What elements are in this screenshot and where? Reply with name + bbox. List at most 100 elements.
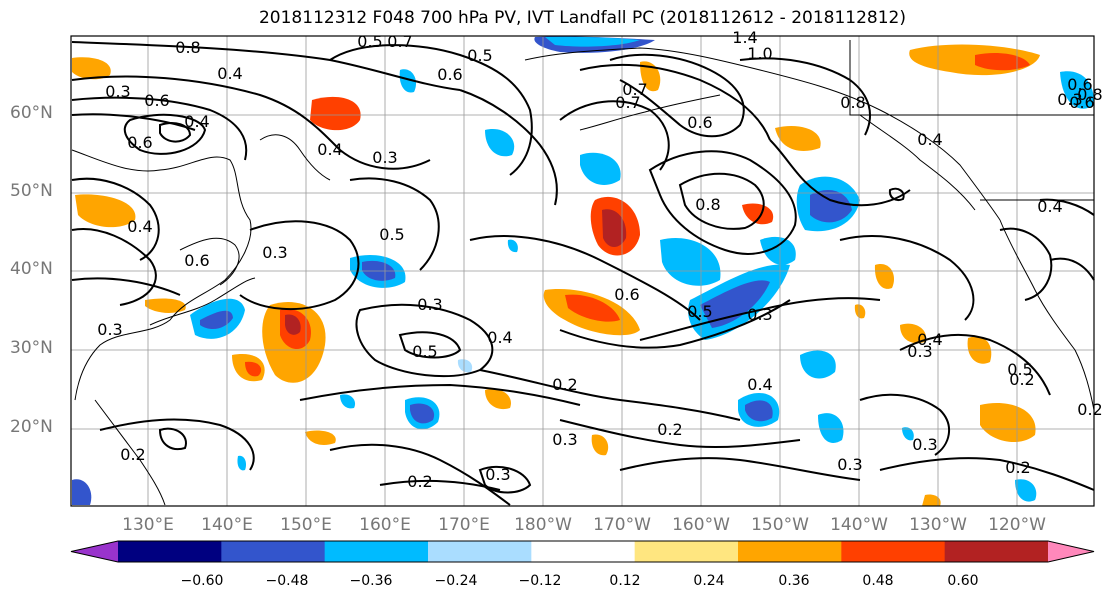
orange-patch: [145, 298, 186, 313]
red-patch: [245, 361, 262, 377]
contour-label: 0.6: [184, 251, 209, 270]
red-patch: [310, 96, 361, 131]
darkred-patch: [285, 314, 301, 335]
orange-patch: [775, 126, 821, 151]
lat-label-40N: 40°N: [10, 259, 53, 279]
contour-label: 0.3: [97, 320, 122, 339]
cyan-patch: [800, 350, 836, 379]
cyan-patch: [1015, 479, 1037, 502]
contour-label: 0.2: [1005, 458, 1030, 477]
contour-label: 0.3: [105, 82, 130, 101]
cyan-patch: [760, 236, 796, 265]
contour-label: 0.6: [1069, 93, 1094, 112]
contour-label: 0.4: [127, 217, 152, 236]
orange-patch: [980, 403, 1036, 443]
lon-label: 130°E: [122, 515, 174, 535]
lon-label: 140°E: [201, 515, 253, 535]
cyan-patch: [237, 455, 247, 471]
red-patch: [975, 53, 1030, 71]
colorbar-segment: [428, 541, 532, 562]
blue-patch: [700, 280, 770, 328]
contour-label: 0.4: [217, 64, 242, 83]
colorbar-tick-label: −0.24: [434, 573, 478, 589]
lat-label-50N: 50°N: [10, 181, 53, 201]
map-frame: [70, 35, 1095, 507]
contour-label: 0.6: [144, 91, 169, 110]
coastlines: [71, 40, 1095, 506]
contour-label: 0.6: [687, 113, 712, 132]
lon-label: 170°W: [593, 515, 651, 535]
contour-label: 0.5: [467, 46, 492, 65]
lon-label: 140°W: [830, 515, 888, 535]
cyan-patch: [660, 237, 721, 286]
colorbar-tick-label: 0.48: [862, 573, 894, 589]
colorbar-tick-label: 0.12: [609, 573, 641, 589]
lightblue-patch: [457, 359, 473, 373]
lon-label: 160°E: [359, 515, 411, 535]
orange-patch: [75, 194, 136, 228]
contour-label: 0.2: [657, 420, 682, 439]
cyan-patch: [1060, 71, 1095, 109]
contour-label: 0.3: [485, 465, 510, 484]
contour-label: 0.4: [1037, 197, 1062, 216]
cyan-patch: [545, 36, 640, 47]
pv-contours: [71, 41, 1095, 506]
red-patch: [565, 294, 620, 322]
contour-label: 0.3: [372, 148, 397, 167]
contour-label: 0.4: [487, 328, 512, 347]
colorbar-segment: [118, 541, 222, 562]
colorbar-tick-label: 0.24: [693, 573, 725, 589]
lat-label-20N: 20°N: [10, 417, 53, 437]
contour-label: 0.8: [695, 195, 720, 214]
graticule: [71, 36, 1094, 506]
contour-label: 0.7: [622, 80, 647, 99]
contour-label: 0.5: [412, 342, 437, 361]
contour-label: 0.2: [407, 472, 432, 491]
contour-label: 0.3: [912, 435, 937, 454]
contour-label: 0.8: [1077, 85, 1102, 104]
colorbar-tick-label: −0.60: [180, 573, 224, 589]
colorbar-tick-label: −0.12: [518, 573, 562, 589]
colorbar-tick-label: 0.36: [778, 573, 810, 589]
lon-label: 180°W: [514, 515, 572, 535]
orange-patch: [72, 57, 111, 80]
contour-label: 0.4: [317, 140, 342, 159]
darkred-patch: [602, 209, 627, 247]
cyan-patch: [485, 129, 515, 157]
orange-patch: [854, 304, 866, 319]
contour-label: 0.3: [552, 430, 577, 449]
lon-label: 170°E: [438, 515, 490, 535]
colorbar-tick-label: −0.48: [265, 573, 309, 589]
contour-label: 0.7: [615, 93, 640, 112]
contour-label: 0.8: [840, 93, 865, 112]
orange-patch: [922, 494, 941, 506]
contour-label: 0.3: [907, 342, 932, 361]
blue-patch: [810, 190, 852, 223]
colorbar-segment: [324, 541, 429, 562]
orange-patch: [305, 430, 336, 445]
cyan-patch: [340, 394, 356, 409]
contour-label: 0.6: [437, 65, 462, 84]
contour-label: 0.2: [552, 375, 577, 394]
contour-label: 0.6: [127, 133, 152, 152]
contour-label: 0.3: [262, 243, 287, 262]
lon-label: 160°W: [672, 515, 730, 535]
cyan-patch: [580, 152, 621, 185]
lon-label: 120°W: [988, 515, 1046, 535]
contour-label: 0.4: [184, 112, 209, 131]
cyan-patch: [818, 413, 844, 443]
contour-label: 0.2: [1077, 400, 1102, 419]
colorbar-segment: [634, 541, 739, 562]
orange-patch: [874, 264, 895, 289]
red-patch: [742, 203, 774, 225]
contour-label: 0.8: [175, 38, 200, 57]
cyan-patch: [399, 69, 417, 93]
colorbar-outline: [70, 540, 1095, 563]
blue-patch: [410, 403, 435, 424]
colorbar-extend-high: [1048, 541, 1094, 562]
contour-label: 0.5: [357, 32, 382, 51]
colorbar-segment: [531, 541, 636, 562]
colorbar-segment: [738, 541, 842, 562]
contour-label: 0.3: [837, 455, 862, 474]
